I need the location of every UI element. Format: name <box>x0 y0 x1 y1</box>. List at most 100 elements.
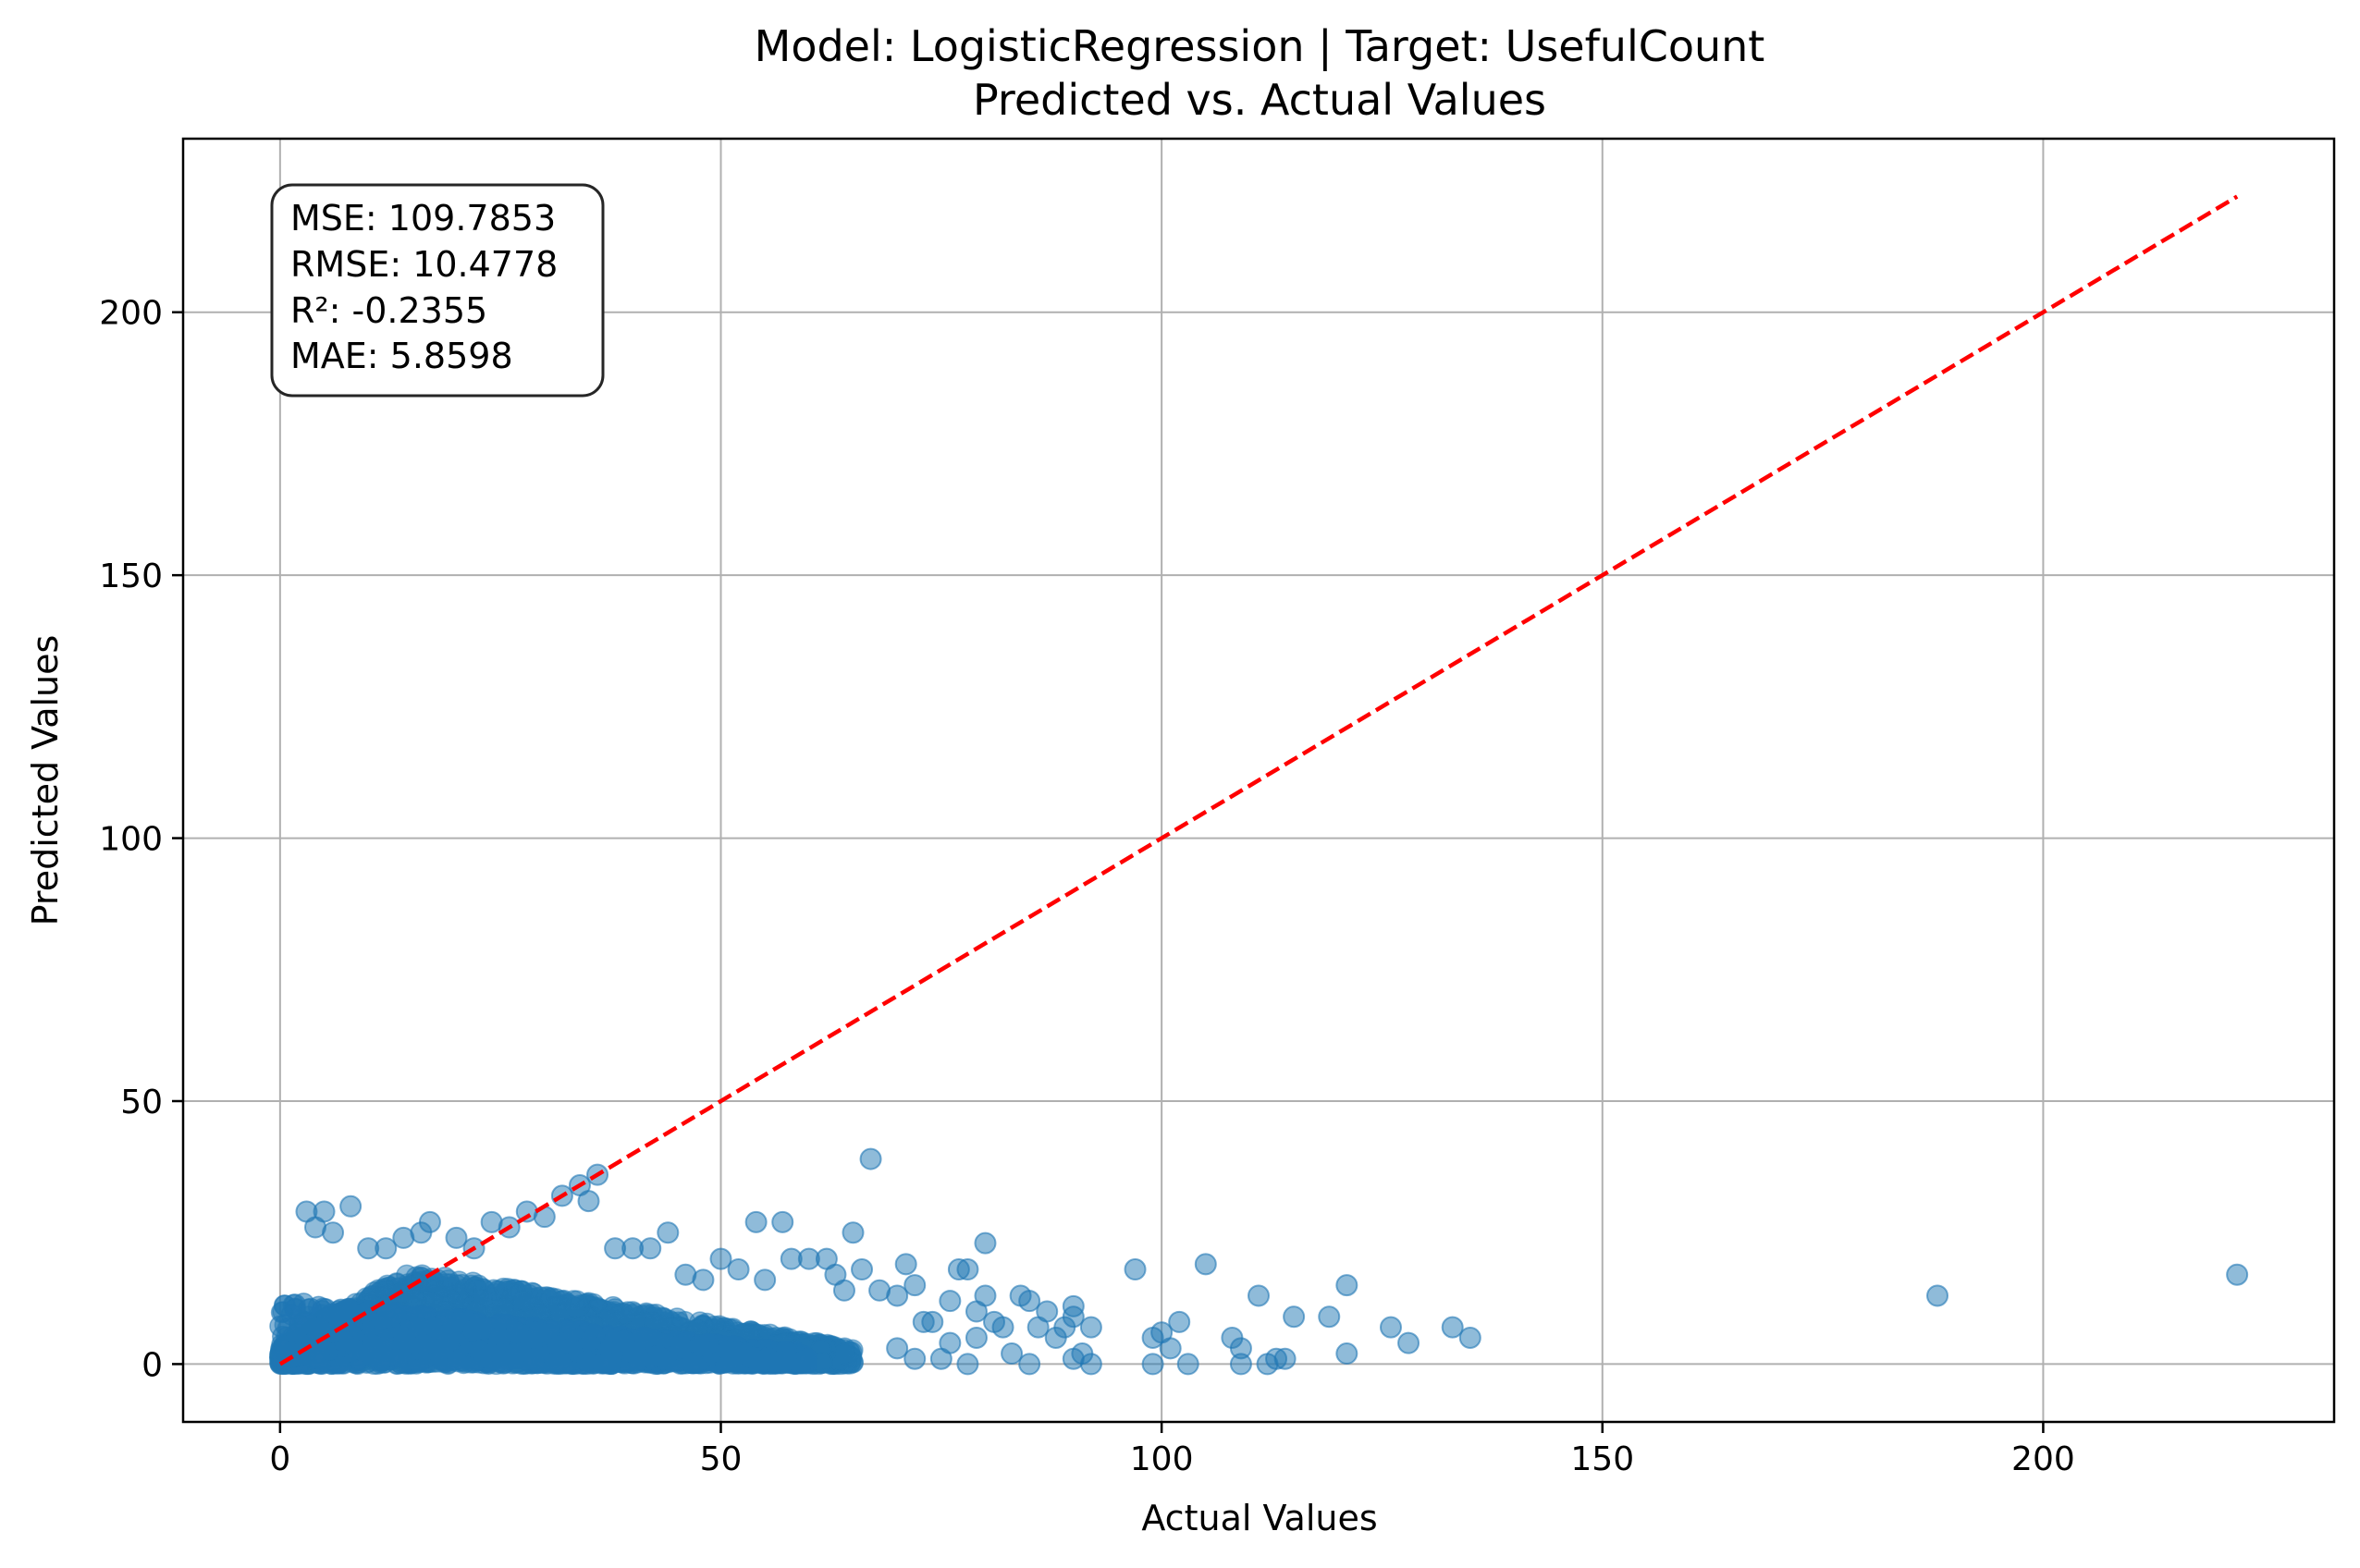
scatter-point <box>646 1344 670 1367</box>
metric-mae: MAE: 5.8598 <box>290 336 513 376</box>
scatter-point <box>393 1328 416 1351</box>
scatter-point <box>301 1314 324 1336</box>
scatter-point <box>578 1331 601 1354</box>
y-tick-label: 150 <box>99 557 163 595</box>
scatter-point <box>903 1274 927 1297</box>
y-tick-label: 200 <box>99 295 163 333</box>
scatter-point <box>1176 1353 1199 1376</box>
scatter-point <box>956 1258 979 1281</box>
scatter-point <box>472 1317 495 1340</box>
scatter-point <box>339 1194 363 1218</box>
metric-mse: MSE: 109.7853 <box>290 198 556 239</box>
scatter-point <box>859 1147 882 1170</box>
metric-rmse: RMSE: 10.4778 <box>290 244 558 285</box>
metric-r2: R²: -0.2355 <box>290 290 487 331</box>
scatter-point <box>939 1290 962 1313</box>
scatter-point <box>1194 1253 1217 1276</box>
plot-frame <box>181 137 2336 1424</box>
scatter-point <box>622 1341 645 1364</box>
scatter-point <box>725 1343 748 1366</box>
scatter-point <box>842 1221 865 1244</box>
x-tick-label: 150 <box>1570 1440 1634 1478</box>
x-tick-label: 0 <box>269 1440 290 1478</box>
scatter-point <box>576 1350 598 1373</box>
scatter-point <box>445 1226 468 1249</box>
y-tick-label: 50 <box>120 1084 163 1121</box>
scatter-point <box>639 1237 662 1260</box>
scatter-point <box>1397 1331 1420 1354</box>
scatter-point <box>1141 1353 1164 1376</box>
scatter-point <box>956 1353 979 1376</box>
scatter-point <box>657 1221 680 1244</box>
scatter-point <box>1318 1305 1341 1329</box>
scatter-point <box>492 1351 515 1373</box>
scatter-point <box>709 1247 732 1270</box>
scatter-point <box>547 1335 571 1357</box>
scatter-point <box>692 1268 715 1292</box>
scatter-point <box>1229 1353 1252 1376</box>
scatter-point <box>381 1304 404 1326</box>
scatter-point <box>754 1268 777 1292</box>
metrics-box-frame <box>270 183 605 398</box>
scatter-point <box>506 1321 528 1344</box>
scatter-point <box>1124 1258 1147 1281</box>
plot-data <box>269 1147 2249 1376</box>
scatter-point <box>886 1337 909 1360</box>
scatter-point <box>594 1352 617 1375</box>
scatter-point <box>612 1303 635 1325</box>
scatter-point <box>1273 1347 1297 1370</box>
scatter-point <box>903 1347 927 1370</box>
x-tick-label: 100 <box>1130 1440 1194 1478</box>
scatter-point <box>1018 1290 1041 1313</box>
scatter-point <box>921 1310 944 1333</box>
scatter-point <box>577 1190 600 1213</box>
scatter-point <box>894 1253 917 1276</box>
scatter-point <box>1018 1353 1041 1376</box>
scatter-point <box>939 1331 962 1354</box>
scatter-point <box>974 1284 997 1307</box>
scatter-point <box>1079 1316 1102 1339</box>
y-tick-label: 0 <box>141 1346 163 1384</box>
x-axis-label: Actual Values <box>1141 1498 1377 1538</box>
y-axis-label: Predicted Values <box>25 635 66 926</box>
scatter-point <box>358 1341 381 1365</box>
scatter-point <box>435 1324 458 1346</box>
scatter-point <box>965 1326 988 1349</box>
scatter-point <box>851 1258 874 1281</box>
x-tick-label: 200 <box>2011 1440 2075 1478</box>
scatter-point <box>418 1210 441 1233</box>
scatter-point <box>670 1336 693 1358</box>
chart-subtitle: Predicted vs. Actual Values <box>973 75 1546 125</box>
scatter-point <box>744 1210 768 1233</box>
metrics-box: MSE: 109.7853 RMSE: 10.4778 R²: -0.2355 … <box>270 183 605 398</box>
scatter-point <box>1001 1342 1024 1366</box>
scatter-point <box>833 1342 855 1366</box>
scatter-point <box>375 1237 398 1260</box>
scatter-point <box>528 1321 550 1343</box>
scatter-point <box>727 1258 750 1281</box>
scatter-point <box>1335 1342 1358 1366</box>
scatter-point <box>1335 1274 1358 1297</box>
scatter-point <box>1062 1305 1085 1329</box>
scatter-point <box>412 1334 436 1356</box>
scatter-point <box>1441 1316 1464 1339</box>
scatter-point <box>832 1279 855 1302</box>
scatter-point <box>1079 1353 1102 1376</box>
scatter-point <box>1458 1326 1481 1349</box>
axis-ticks: 0 50 100 150 200 0 50 100 150 200 <box>99 295 2074 1478</box>
scatter-point <box>771 1210 794 1233</box>
scatter-point <box>1283 1305 1306 1329</box>
ideal-line-layer <box>278 194 2239 1366</box>
scatter-point <box>1379 1316 1402 1339</box>
scatter-point <box>991 1316 1014 1339</box>
scatter-point <box>974 1231 997 1255</box>
ideal-line <box>278 194 2239 1366</box>
x-tick-label: 50 <box>700 1440 743 1478</box>
scatter-point <box>1926 1284 1949 1307</box>
chart-title: Model: LogisticRegression | Target: Usef… <box>755 21 1765 72</box>
scatter-point <box>1036 1300 1059 1323</box>
scatter-point <box>775 1350 798 1373</box>
scatter-point <box>1248 1284 1270 1307</box>
scatter-point <box>322 1221 345 1244</box>
